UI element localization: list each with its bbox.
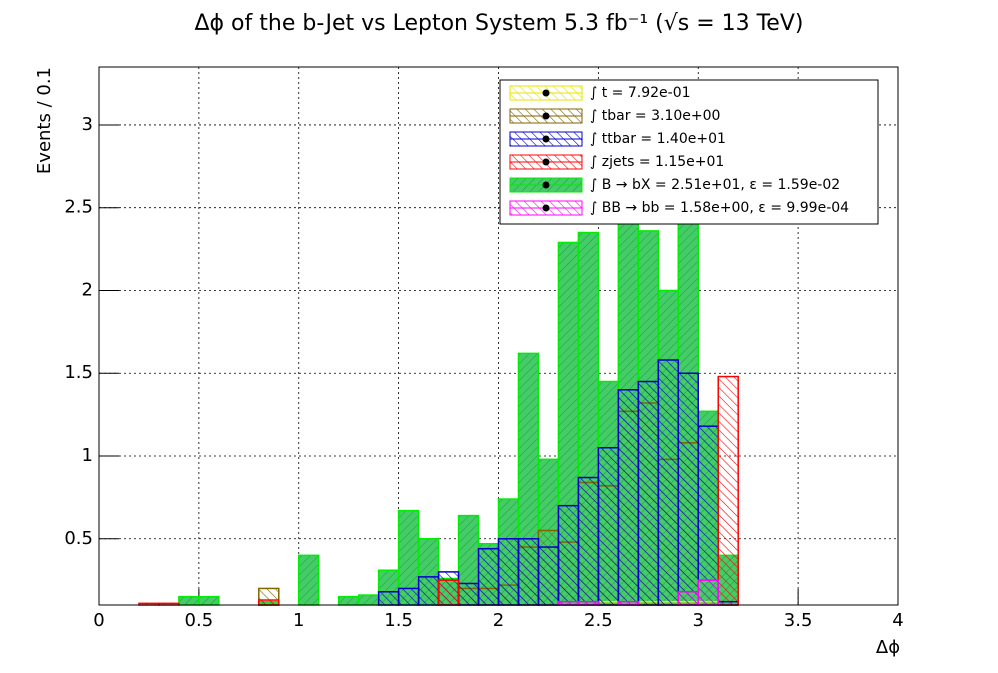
y-tick-label: 0.5 xyxy=(64,528,93,549)
histogram-series xyxy=(557,579,719,606)
bin xyxy=(457,582,480,606)
x-tick-label: 1.5 xyxy=(384,610,413,631)
x-axis-label: Δϕ xyxy=(876,637,900,658)
x-tick-label: 2 xyxy=(493,610,504,631)
bin xyxy=(657,359,680,606)
x-tick-label: 3 xyxy=(693,610,704,631)
bin xyxy=(577,476,600,606)
legend-marker xyxy=(542,181,550,189)
legend-marker xyxy=(542,204,550,212)
chart-title: Δϕ of the b-Jet vs Lepton System 5.3 fb⁻… xyxy=(195,11,804,36)
y-tick-label: 2.5 xyxy=(64,197,93,218)
legend-label: ∫ BB → bb = 1.58e+00, ε = 9.99e-04 xyxy=(590,200,849,216)
legend-label: ∫ tbar = 3.10e+00 xyxy=(590,108,720,124)
x-tick-label: 3.5 xyxy=(784,610,813,631)
bin xyxy=(298,554,320,606)
bin xyxy=(437,579,460,606)
y-axis-label: Events / 0.1 xyxy=(34,67,55,174)
legend-marker xyxy=(542,158,550,166)
x-tick-label: 0 xyxy=(93,610,104,631)
bin xyxy=(617,389,640,606)
legend-marker xyxy=(542,89,550,97)
bin xyxy=(377,591,400,606)
legend-label: ∫ zjets = 1.15e+01 xyxy=(590,154,724,170)
histogram-series xyxy=(138,375,739,606)
bin xyxy=(258,599,280,606)
x-tick-label: 1 xyxy=(293,610,304,631)
bin xyxy=(697,425,719,606)
bin xyxy=(517,538,540,606)
legend-box xyxy=(499,79,879,225)
x-tick-label: 0.5 xyxy=(185,610,214,631)
bin xyxy=(477,547,500,606)
bin xyxy=(677,591,700,606)
bin xyxy=(697,579,719,606)
bin xyxy=(198,595,220,606)
bin xyxy=(677,372,700,606)
y-tick-label: 1.5 xyxy=(64,362,93,383)
x-tick-label: 2.5 xyxy=(584,610,613,631)
bin xyxy=(497,538,520,606)
frame xyxy=(98,66,899,606)
legend-marker xyxy=(542,135,550,143)
legend-label: ∫ B → bX = 2.51e+01, ε = 1.59e-02 xyxy=(590,177,840,193)
bin xyxy=(597,446,620,606)
legend-marker xyxy=(542,112,550,120)
x-tick-label: 4 xyxy=(892,610,903,631)
bin xyxy=(637,380,660,606)
bin xyxy=(357,594,380,606)
legend-label: ∫ t = 7.92e-01 xyxy=(590,85,691,101)
bin xyxy=(178,595,200,606)
y-tick-label: 2 xyxy=(82,279,93,300)
bin xyxy=(337,595,360,606)
legend-label: ∫ ttbar = 1.40e+01 xyxy=(590,131,726,147)
y-tick-label: 3 xyxy=(82,114,93,135)
bin xyxy=(717,375,739,606)
y-tick-label: 1 xyxy=(82,445,93,466)
legend: ∫ t = 7.92e-01 ∫ tbar = 3.10e+00 ∫ ttbar =… xyxy=(499,79,879,225)
bin xyxy=(397,587,420,606)
bin xyxy=(417,576,440,606)
bin xyxy=(557,504,580,606)
plot-area xyxy=(98,67,899,606)
bin xyxy=(537,546,560,606)
